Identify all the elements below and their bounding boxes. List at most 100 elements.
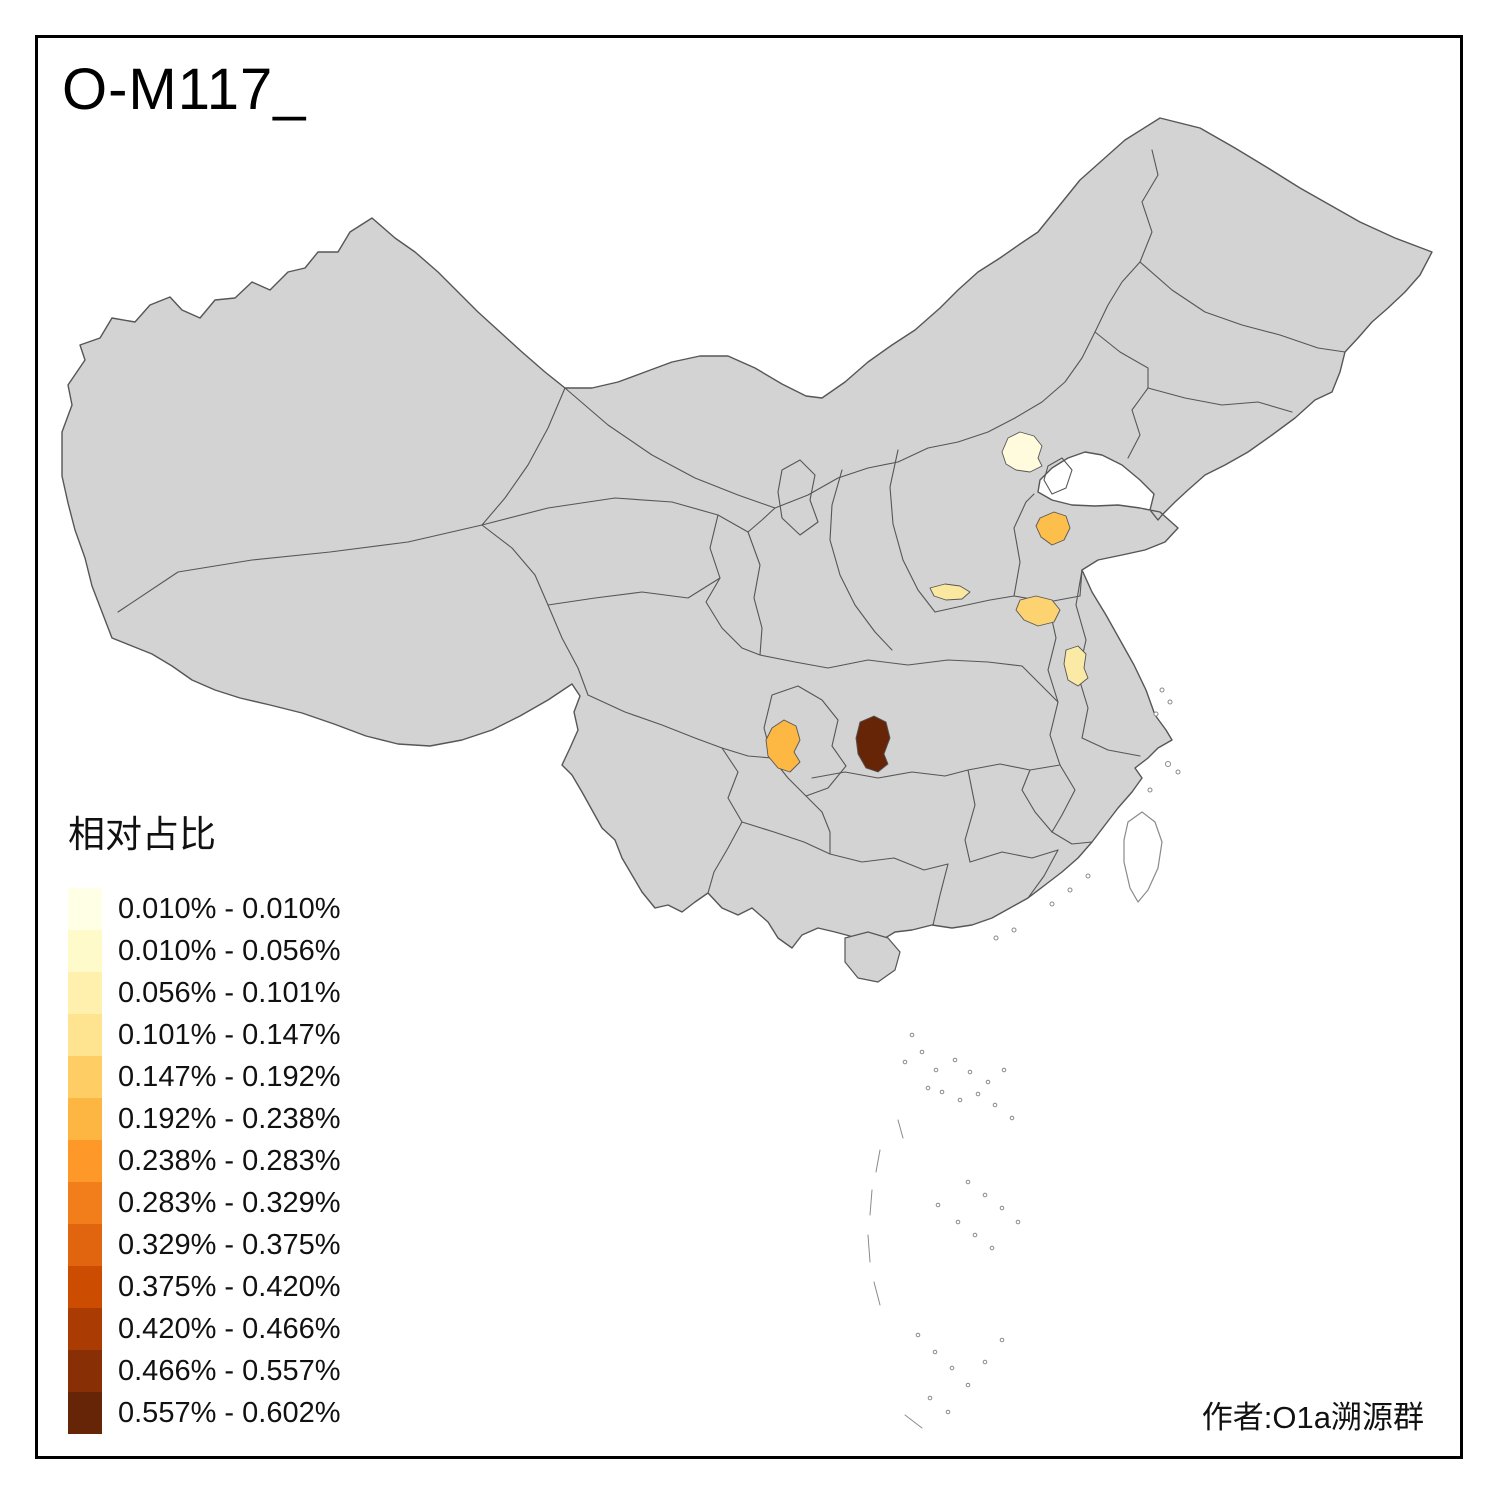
islet-mark [972,1232,978,1238]
legend-label: 0.056% - 0.101% [118,976,341,1009]
islet-mark [992,1102,998,1108]
province-border [932,863,949,926]
islet-mark [957,1097,963,1103]
province-border [1027,849,1059,899]
island-mark [1159,687,1165,693]
islet-mark [989,1245,995,1251]
province-border [564,387,776,509]
legend-label: 0.101% - 0.147% [118,1018,341,1051]
province-border [1147,387,1293,413]
south-china-sea-islands [867,1032,1021,1429]
legend-item: 0.192% - 0.238% [68,1098,340,1140]
province-border [805,795,831,855]
island-mark [1085,873,1091,879]
legend-swatch [68,930,102,972]
legend-swatch [68,1266,102,1308]
islet-mark [1001,1067,1007,1073]
legend: 相对占比 0.010% - 0.010% 0.010% - 0.056% 0.056… [68,804,340,1434]
province-border [117,524,483,613]
islet-mark [952,1057,958,1063]
islet-dash [867,1234,871,1263]
province-border [481,497,749,533]
island-mark [1067,887,1073,893]
region-chongqing-area [765,719,801,773]
region-shandong-central [1035,511,1071,546]
province-border [829,853,949,871]
author-credit: 作者:O1a溯源群 [1201,1400,1424,1435]
islet-mark [975,1091,981,1097]
legend-label: 0.283% - 0.329% [118,1186,341,1219]
province-border [1139,261,1346,353]
province-border [811,769,969,779]
region-henan-east-area [1015,595,1061,627]
province-border [587,694,723,749]
legend-item: 0.010% - 0.056% [68,930,340,972]
province-border [1139,149,1159,263]
region-jiangsu-north-area [1063,645,1089,687]
region-beijing-area [1001,431,1043,473]
province-border [774,261,1141,509]
islet-mark [933,1067,939,1073]
island-mark [1147,787,1153,793]
islet-mark [982,1359,988,1365]
legend-label: 0.420% - 0.466% [118,1312,341,1345]
legend-swatch [68,1308,102,1350]
province-border [964,769,976,863]
legend-swatch [68,972,102,1014]
island-mark [1167,699,1173,705]
islet-mark [935,1202,941,1208]
province-border [967,763,1061,771]
islet-mark [965,1179,971,1185]
legend-item: 0.238% - 0.283% [68,1140,340,1182]
islet-mark [927,1395,933,1401]
islet-mark [955,1219,961,1225]
province-border [481,387,566,526]
legend-swatch [68,1350,102,1392]
legend-item: 0.010% - 0.010% [68,888,340,930]
legend-item: 0.056% - 0.101% [68,972,340,1014]
province-border [741,821,831,855]
province-border [705,514,761,656]
islet-dash [873,1281,881,1306]
province-border [747,507,776,533]
province-border [1051,831,1093,845]
legend-swatch [68,1098,102,1140]
islet-mark [932,1349,938,1355]
islet-mark [967,1069,973,1075]
taiwan-island [1123,811,1163,903]
islet-dash [897,1119,904,1139]
province-border [721,747,773,759]
islet-mark [909,1032,915,1038]
province-border [934,595,1015,613]
islet-mark [985,1079,991,1085]
hainan-island [844,931,901,983]
china-mainland [61,117,1433,969]
legend-swatch [68,1224,102,1266]
island-mark [1011,927,1017,933]
islet-mark [965,1382,971,1388]
province-border [827,659,1059,703]
island-mark [1165,761,1171,767]
province-border [1094,331,1149,389]
region-hubei-hunan-border [855,715,891,773]
legend-swatch [68,888,102,930]
legend-label: 0.375% - 0.420% [118,1270,341,1303]
province-border [1049,701,1061,766]
island-mark [1049,901,1055,907]
province-border [547,577,721,606]
islet-mark [925,1085,931,1091]
legend-label: 0.010% - 0.010% [118,892,341,925]
islet-mark [949,1365,955,1371]
province-border [777,459,819,536]
legend-item: 0.466% - 0.557% [68,1350,340,1392]
legend-item: 0.557% - 0.602% [68,1392,340,1434]
province-border [1021,769,1053,833]
legend-label: 0.147% - 0.192% [118,1060,341,1093]
legend-items: 0.010% - 0.010% 0.010% - 0.056% 0.056% - 0… [68,888,340,1434]
province-border [747,531,763,656]
islet-mark [919,1049,925,1055]
island-mark [1175,769,1181,775]
mainland-group [61,117,1433,983]
legend-label: 0.192% - 0.238% [118,1102,341,1135]
